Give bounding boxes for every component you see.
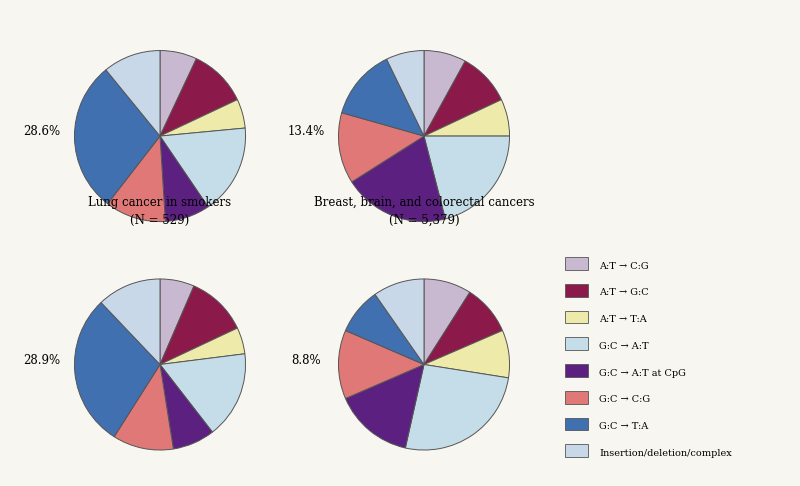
Wedge shape	[160, 51, 197, 136]
Bar	[565, 364, 588, 377]
Wedge shape	[160, 279, 194, 364]
Text: G:C → A:T at CpG: G:C → A:T at CpG	[599, 368, 686, 378]
Text: A:T → G:C: A:T → G:C	[599, 288, 649, 297]
Wedge shape	[160, 136, 208, 222]
Text: 28.6%: 28.6%	[23, 125, 61, 139]
Text: A:T → T:A: A:T → T:A	[599, 315, 647, 324]
Title: Lung cancer in smokers
(N = 529): Lung cancer in smokers (N = 529)	[89, 195, 231, 226]
Wedge shape	[424, 136, 510, 219]
Wedge shape	[106, 51, 160, 136]
Bar	[565, 311, 588, 324]
Wedge shape	[160, 128, 246, 207]
Wedge shape	[424, 292, 502, 364]
Text: Insertion/deletion/complex: Insertion/deletion/complex	[599, 449, 732, 458]
Text: G:C → C:G: G:C → C:G	[599, 395, 650, 404]
Wedge shape	[424, 330, 510, 378]
Text: 13.4%: 13.4%	[287, 125, 325, 139]
Wedge shape	[424, 61, 502, 136]
Wedge shape	[160, 59, 238, 136]
Wedge shape	[406, 364, 509, 450]
Text: 28.9%: 28.9%	[23, 354, 61, 367]
Wedge shape	[107, 136, 166, 222]
Wedge shape	[74, 70, 160, 204]
Text: 8.8%: 8.8%	[291, 354, 321, 367]
Title: Breast, brain, and colorectal cancers
(N = 5,379): Breast, brain, and colorectal cancers (N…	[314, 195, 534, 226]
Wedge shape	[160, 354, 246, 432]
Wedge shape	[346, 295, 424, 364]
Wedge shape	[352, 136, 446, 222]
Wedge shape	[160, 286, 238, 364]
Text: G:C → A:T: G:C → A:T	[599, 342, 649, 351]
Wedge shape	[74, 302, 160, 437]
Wedge shape	[342, 59, 424, 136]
Wedge shape	[386, 51, 424, 136]
Wedge shape	[424, 279, 470, 364]
Wedge shape	[424, 100, 510, 136]
Bar	[565, 284, 588, 297]
Bar	[565, 444, 588, 457]
Wedge shape	[160, 328, 245, 364]
Wedge shape	[346, 364, 424, 448]
Wedge shape	[338, 113, 424, 182]
Wedge shape	[114, 364, 174, 450]
Bar	[565, 337, 588, 350]
Text: G:C → T:A: G:C → T:A	[599, 422, 649, 431]
Wedge shape	[375, 279, 424, 364]
Wedge shape	[101, 279, 160, 364]
Wedge shape	[424, 51, 466, 136]
Wedge shape	[160, 364, 213, 449]
Bar	[565, 417, 588, 431]
Wedge shape	[338, 330, 424, 399]
Bar	[565, 257, 588, 270]
Bar	[565, 391, 588, 404]
Text: A:T → C:G: A:T → C:G	[599, 261, 649, 271]
Wedge shape	[160, 100, 245, 136]
